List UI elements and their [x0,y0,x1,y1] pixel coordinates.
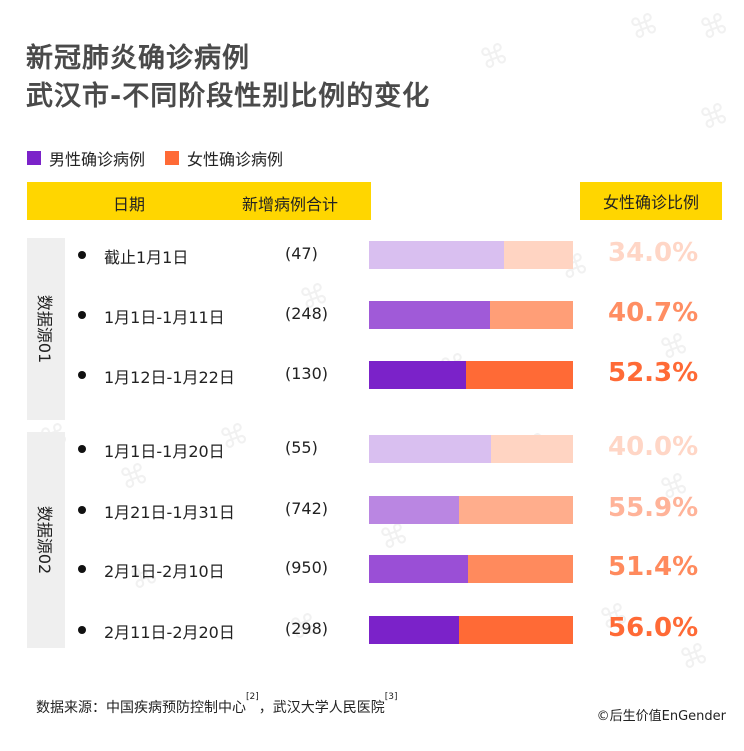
header-band-left [27,182,371,220]
footer-source-text-2: ，武汉大学人民医院 [258,700,385,716]
female-ratio-label: 51.4% [608,552,699,582]
female-ratio-label: 55.9% [608,493,699,523]
bar-segment-female [458,616,573,644]
bullet-dot [78,565,86,573]
watermark-glyph: ⌘ [695,96,733,137]
footer-source-text: 数据来源：中国疾病预防控制中心 [36,700,246,716]
stacked-bar [369,555,573,583]
category-label: 截止1月1日 [104,248,189,267]
stacked-bar [369,435,573,463]
category-label: 1月1日-1月11日 [104,308,225,327]
bar-segment-male [369,616,459,644]
total-label: (742) [285,499,329,518]
source-label-02: 数据源02 [35,505,54,575]
source-tab-02 [27,432,65,648]
female-ratio-label: 52.3% [608,358,699,388]
female-ratio-label: 40.7% [608,298,699,328]
total-label: (950) [285,558,329,577]
female-ratio-label: 40.0% [608,432,699,462]
footer-source: 数据来源：中国疾病预防控制中心[2]，武汉大学人民医院[3] [36,692,398,717]
header-date: 日期 [113,195,146,214]
total-label: (248) [285,304,329,323]
legend-swatch-female [165,151,180,165]
bar-segment-male [369,301,490,329]
bar-segment-male [369,555,469,583]
category-label: 2月1日-2月10日 [104,562,225,581]
bar-segment-female [489,301,573,329]
total-label: (298) [285,619,329,638]
credit: ©后生价值EnGender [596,709,726,724]
bar-segment-female [458,496,573,524]
category-label: 1月21日-1月31日 [104,503,235,522]
legend-item-male: 男性确诊病例 [27,146,145,170]
stacked-bar [369,361,573,389]
watermark-glyph: ⌘ [475,36,513,77]
header-total: 新增病例合计 [242,195,339,214]
bullet-dot [78,506,86,514]
bullet-dot [78,371,86,379]
bar-segment-male [369,361,467,389]
bar-segment-female [491,435,573,463]
category-label: 1月12日-1月22日 [104,368,235,387]
female-ratio-label: 56.0% [608,613,699,643]
bullet-dot [78,445,86,453]
watermark-glyph: ⌘ [625,6,663,47]
bar-segment-female [503,241,573,269]
bar-segment-male [369,241,504,269]
bullet-dot [78,251,86,259]
legend: 男性确诊病例 女性确诊病例 [27,146,303,170]
stacked-bar [369,301,573,329]
legend-label-female: 女性确诊病例 [187,150,284,169]
bullet-dot [78,626,86,634]
watermark-glyph: ⌘ [695,6,733,47]
source-tab-01 [27,238,65,420]
page-title-line1: 新冠肺炎确诊病例 [26,43,250,74]
female-ratio-label: 34.0% [608,238,699,268]
page-title-line2: 武汉市-不同阶段性别比例的变化 [26,81,431,112]
bar-segment-male [369,435,492,463]
legend-label-male: 男性确诊病例 [49,150,146,169]
header-ratio: 女性确诊比例 [580,182,722,220]
category-label: 1月1日-1月20日 [104,442,225,461]
bar-segment-female [466,361,573,389]
bullet-dot [78,311,86,319]
footer-ref-1: [2] [246,692,259,702]
bar-segment-female [468,555,573,583]
source-label-01: 数据源01 [35,294,54,364]
stacked-bar [369,496,573,524]
legend-swatch-male [27,151,41,165]
legend-item-female: 女性确诊病例 [165,146,283,170]
total-label: (55) [285,438,318,457]
footer-ref-2: [3] [384,692,398,702]
bar-segment-male [369,496,459,524]
stacked-bar [369,616,573,644]
stacked-bar [369,241,573,269]
category-label: 2月11日-2月20日 [104,623,235,642]
watermark-glyph: ⌘ [115,456,153,497]
total-label: (47) [285,244,318,263]
total-label: (130) [285,364,329,383]
